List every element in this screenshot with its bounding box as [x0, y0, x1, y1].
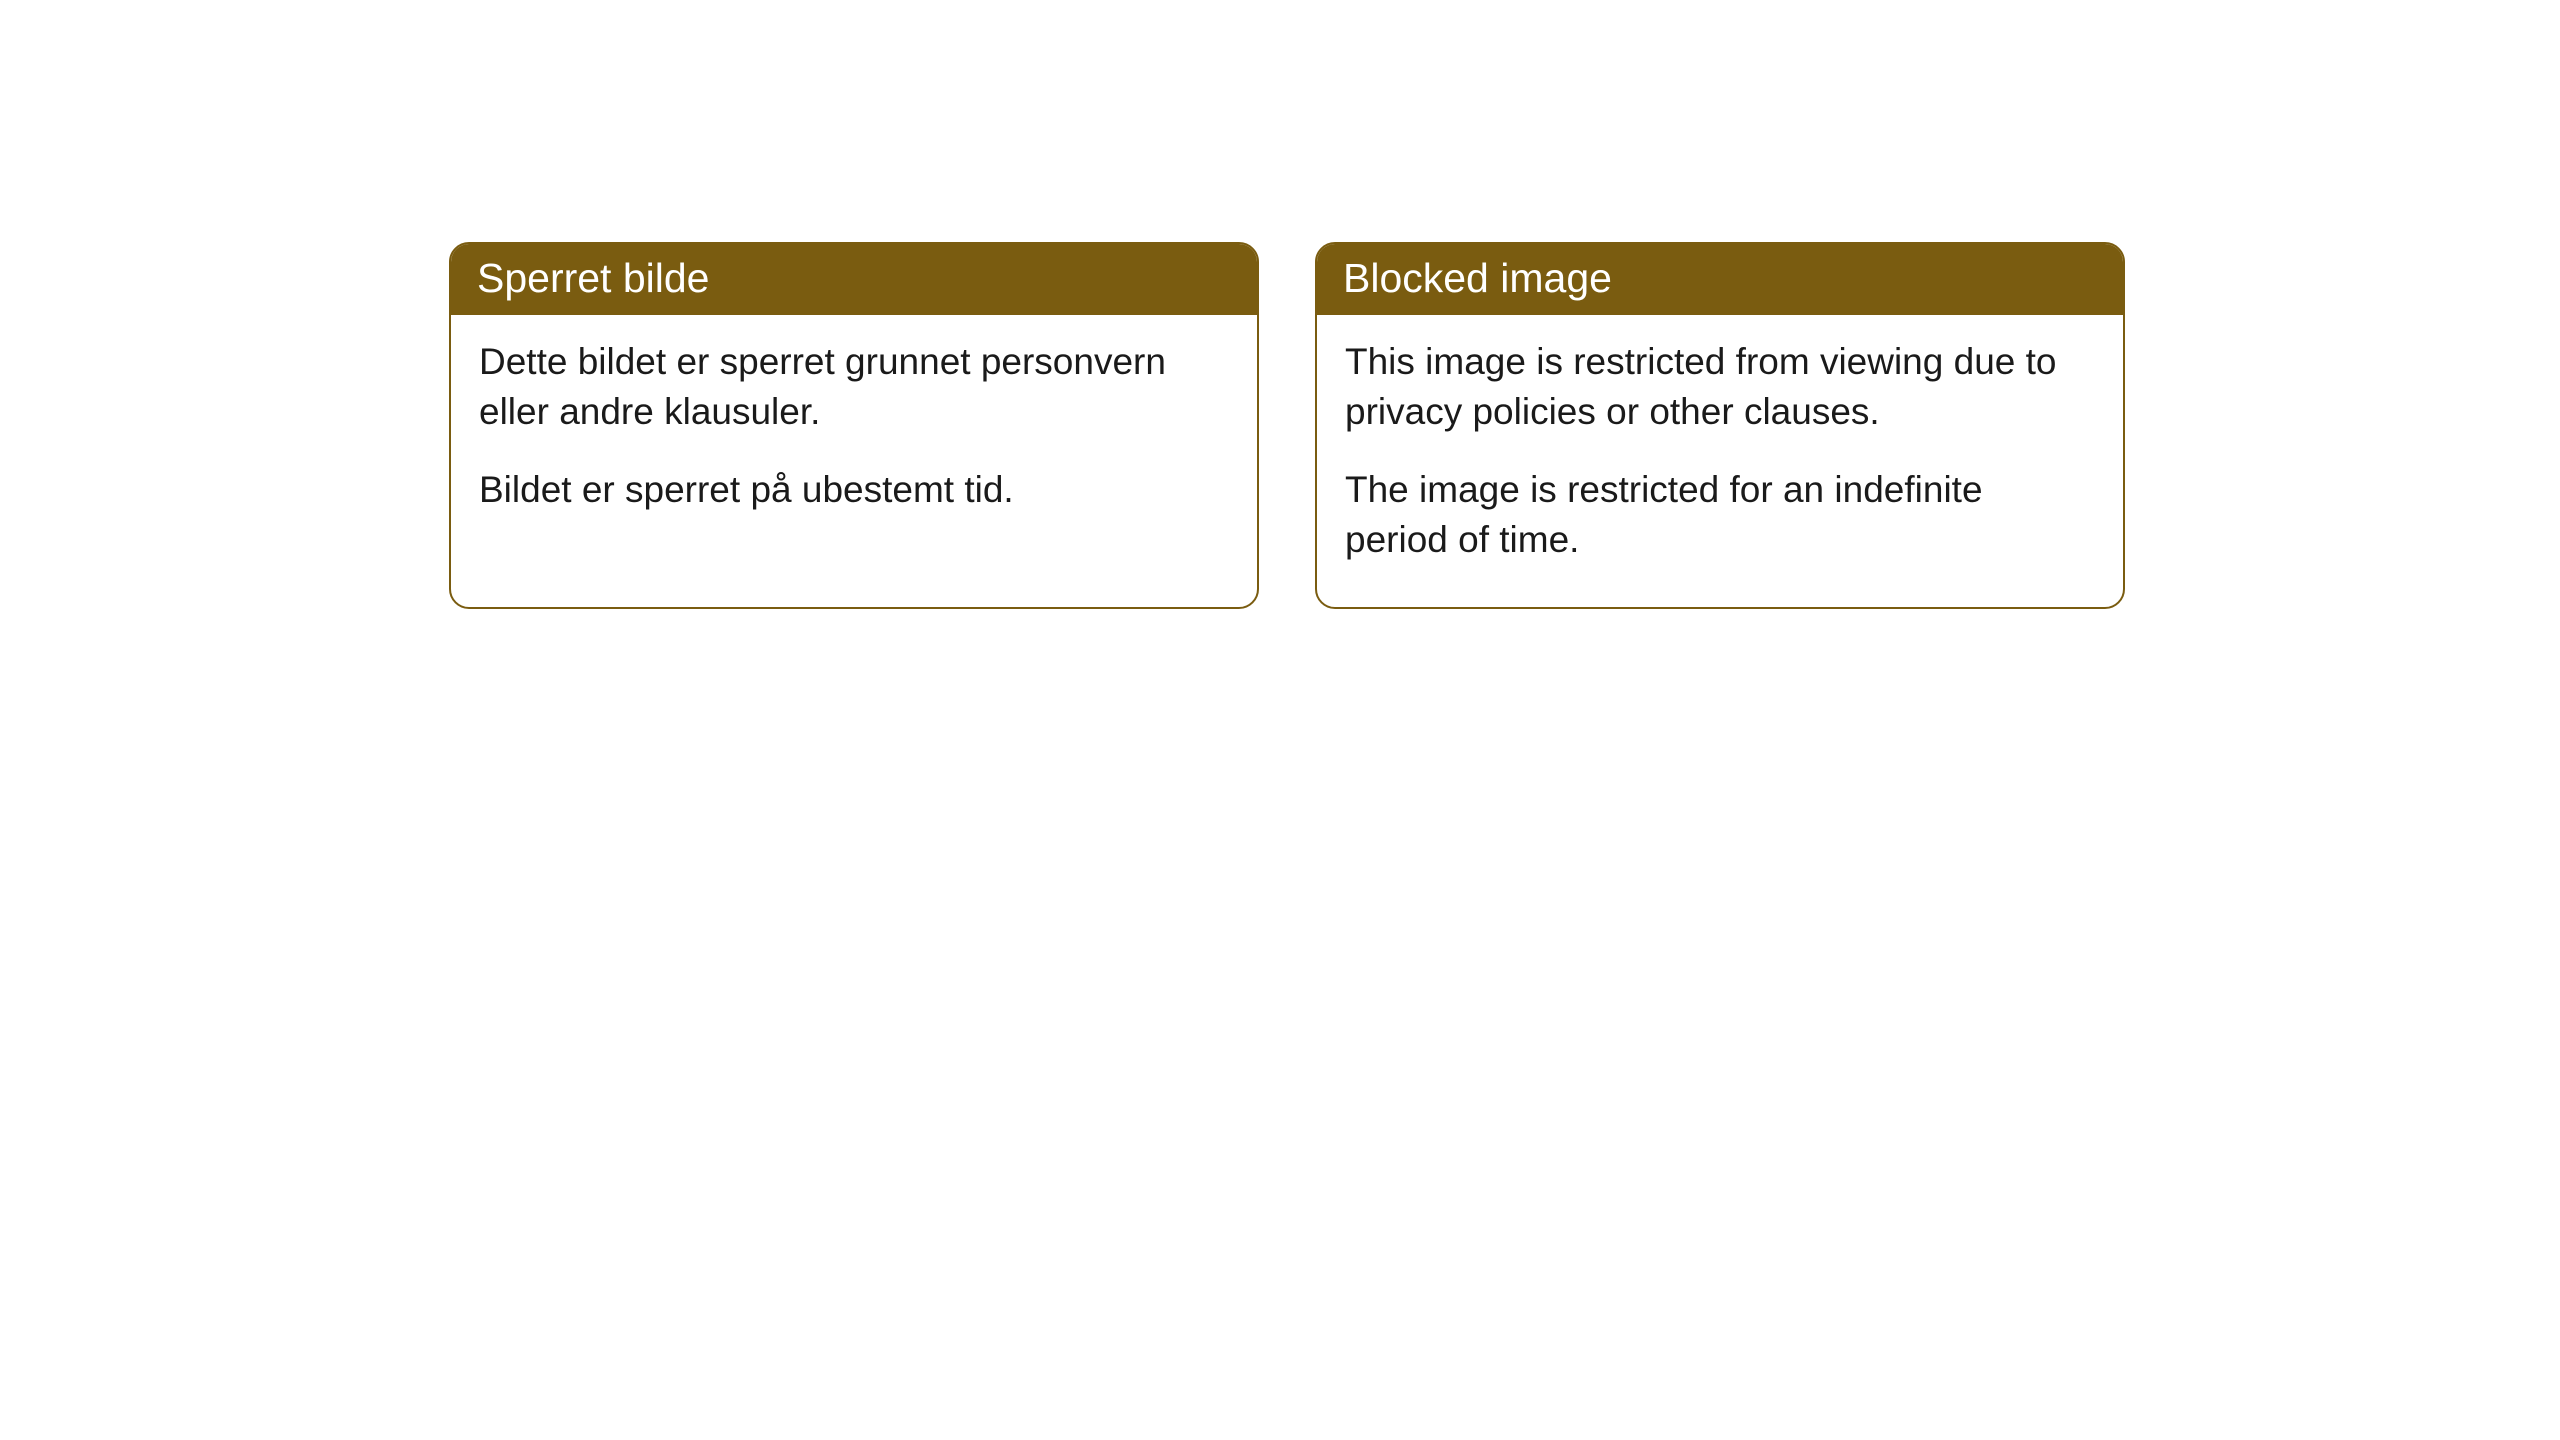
notice-container: Sperret bilde Dette bildet er sperret gr… [0, 0, 2560, 609]
card-title-no: Sperret bilde [451, 244, 1257, 315]
card-paragraph-2-no: Bildet er sperret på ubestemt tid. [479, 465, 1229, 515]
card-body-en: This image is restricted from viewing du… [1317, 315, 2123, 607]
blocked-image-card-en: Blocked image This image is restricted f… [1315, 242, 2125, 609]
card-paragraph-1-en: This image is restricted from viewing du… [1345, 337, 2095, 437]
blocked-image-card-no: Sperret bilde Dette bildet er sperret gr… [449, 242, 1259, 609]
card-title-en: Blocked image [1317, 244, 2123, 315]
card-paragraph-1-no: Dette bildet er sperret grunnet personve… [479, 337, 1229, 437]
card-paragraph-2-en: The image is restricted for an indefinit… [1345, 465, 2095, 565]
card-body-no: Dette bildet er sperret grunnet personve… [451, 315, 1257, 557]
